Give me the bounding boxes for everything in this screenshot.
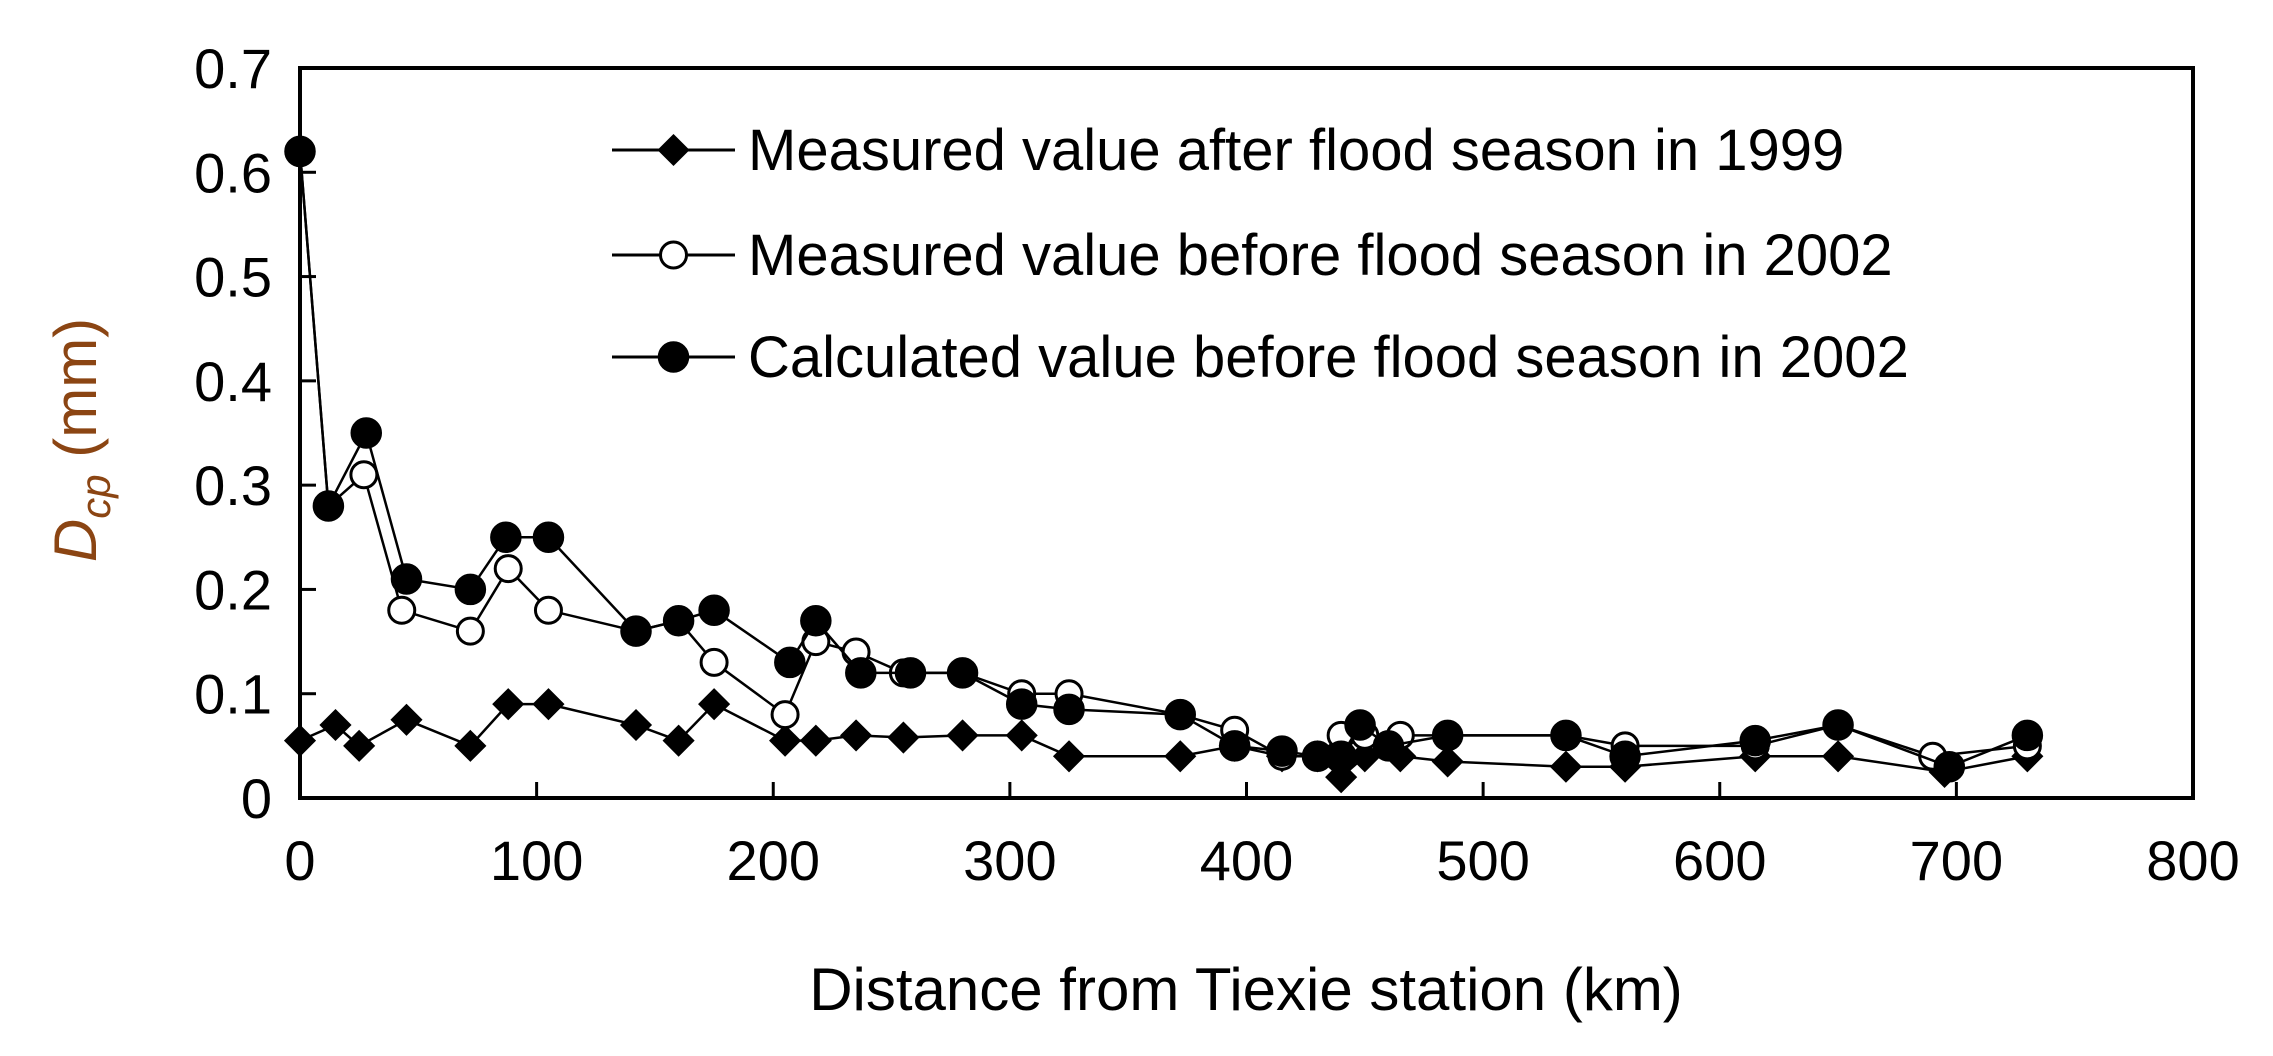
y-axis: 0 0.1 0.2 0.3 0.4 0.5 0.6 0.7 (194, 37, 316, 830)
y-tick-label: 0.4 (194, 350, 272, 413)
data-point (455, 616, 485, 646)
data-point (1053, 693, 1085, 726)
data-point (946, 719, 979, 752)
data-point (493, 554, 523, 584)
data-point (390, 563, 423, 595)
y-tick-label: 0.2 (194, 558, 272, 621)
data-point (349, 460, 379, 490)
data-point (770, 700, 800, 730)
data-point (620, 615, 652, 647)
data-point (774, 646, 806, 679)
data-point (319, 708, 352, 742)
series-3 (284, 135, 2044, 783)
data-point (698, 688, 731, 721)
data-point (532, 688, 565, 721)
data-point (662, 604, 695, 637)
x-tick-label: 300 (963, 829, 1056, 892)
data-point (1325, 740, 1357, 773)
y-tick-label: 0.1 (194, 663, 272, 726)
data-point (1218, 730, 1251, 762)
data-point (350, 417, 383, 449)
data-point (1739, 724, 1771, 757)
y-tick-label: 0.3 (194, 454, 272, 517)
x-tick-label: 0 (284, 829, 315, 892)
data-point (1822, 709, 1854, 741)
data-point (312, 490, 345, 522)
data-point (2011, 719, 2044, 752)
legend-marker (659, 240, 688, 270)
data-point (533, 595, 563, 625)
legend-item-3: Calculated value before flood season in … (612, 325, 1909, 390)
data-point (698, 594, 730, 627)
data-point (840, 719, 873, 752)
data-point (894, 657, 927, 689)
data-point (1344, 709, 1376, 741)
data-point (887, 721, 920, 754)
data-point (1431, 719, 1464, 752)
data-point (1164, 740, 1197, 773)
legend-marker (657, 133, 690, 167)
data-point (1164, 698, 1196, 731)
data-point (1052, 740, 1086, 773)
x-tick-label: 800 (2146, 829, 2239, 892)
data-point (490, 521, 522, 554)
x-axis-title: Distance from Tiexie station (km) (809, 956, 1683, 1023)
legend-marker (657, 341, 690, 373)
y-tick-label: 0.5 (194, 246, 272, 309)
data-point (662, 724, 695, 757)
x-tick-label: 200 (727, 829, 820, 892)
x-axis: 0 100 200 300 400 500 600 700 800 (284, 782, 2240, 892)
data-point (1550, 719, 1582, 752)
data-point (1431, 745, 1464, 778)
data-point (492, 688, 525, 721)
data-point (946, 657, 979, 689)
legend-label: Measured value after flood season in 199… (748, 118, 1844, 183)
data-point (1821, 740, 1855, 773)
data-point (387, 595, 417, 625)
data-point (283, 724, 317, 757)
y-axis-title: Dcp (mm) (42, 318, 119, 562)
data-point (343, 729, 376, 762)
data-point (619, 708, 653, 742)
data-point (454, 573, 487, 606)
legend-label: Calculated value before flood season in … (748, 325, 1909, 390)
data-point (1549, 750, 1583, 783)
y-tick-label: 0 (241, 767, 272, 830)
data-point (769, 724, 802, 757)
data-point (1005, 719, 1038, 752)
svg-text:Dcp (mm): Dcp (mm) (42, 318, 119, 562)
x-tick-label: 100 (490, 829, 583, 892)
x-tick-label: 600 (1673, 829, 1766, 892)
data-point (1609, 740, 1641, 773)
legend-item-1: Measured value after flood season in 199… (612, 118, 1844, 183)
data-point (1266, 735, 1298, 767)
y-axis-title-unit: (mm) (42, 318, 109, 475)
data-point (284, 135, 316, 168)
data-point (1005, 688, 1038, 720)
y-axis-title-sub: cp (72, 474, 119, 518)
data-point (1933, 750, 1966, 783)
legend-item-2: Measured value before flood season in 20… (612, 223, 1893, 288)
legend: Measured value after flood season in 199… (612, 118, 1909, 390)
y-axis-title-main: D (42, 519, 109, 562)
x-tick-label: 400 (1200, 829, 1293, 892)
data-point (532, 521, 565, 554)
data-point (454, 729, 487, 762)
data-point (699, 647, 729, 677)
data-point (800, 604, 832, 637)
x-tick-label: 500 (1436, 829, 1529, 892)
data-point (845, 657, 877, 689)
x-tick-label: 700 (1910, 829, 2003, 892)
y-tick-label: 0.6 (194, 141, 272, 204)
data-point (390, 703, 423, 736)
series-layer (283, 135, 2044, 794)
legend-label: Measured value before flood season in 20… (748, 223, 1893, 288)
y-tick-label: 0.7 (194, 37, 272, 100)
data-point (799, 724, 832, 757)
data-point (1372, 730, 1405, 762)
